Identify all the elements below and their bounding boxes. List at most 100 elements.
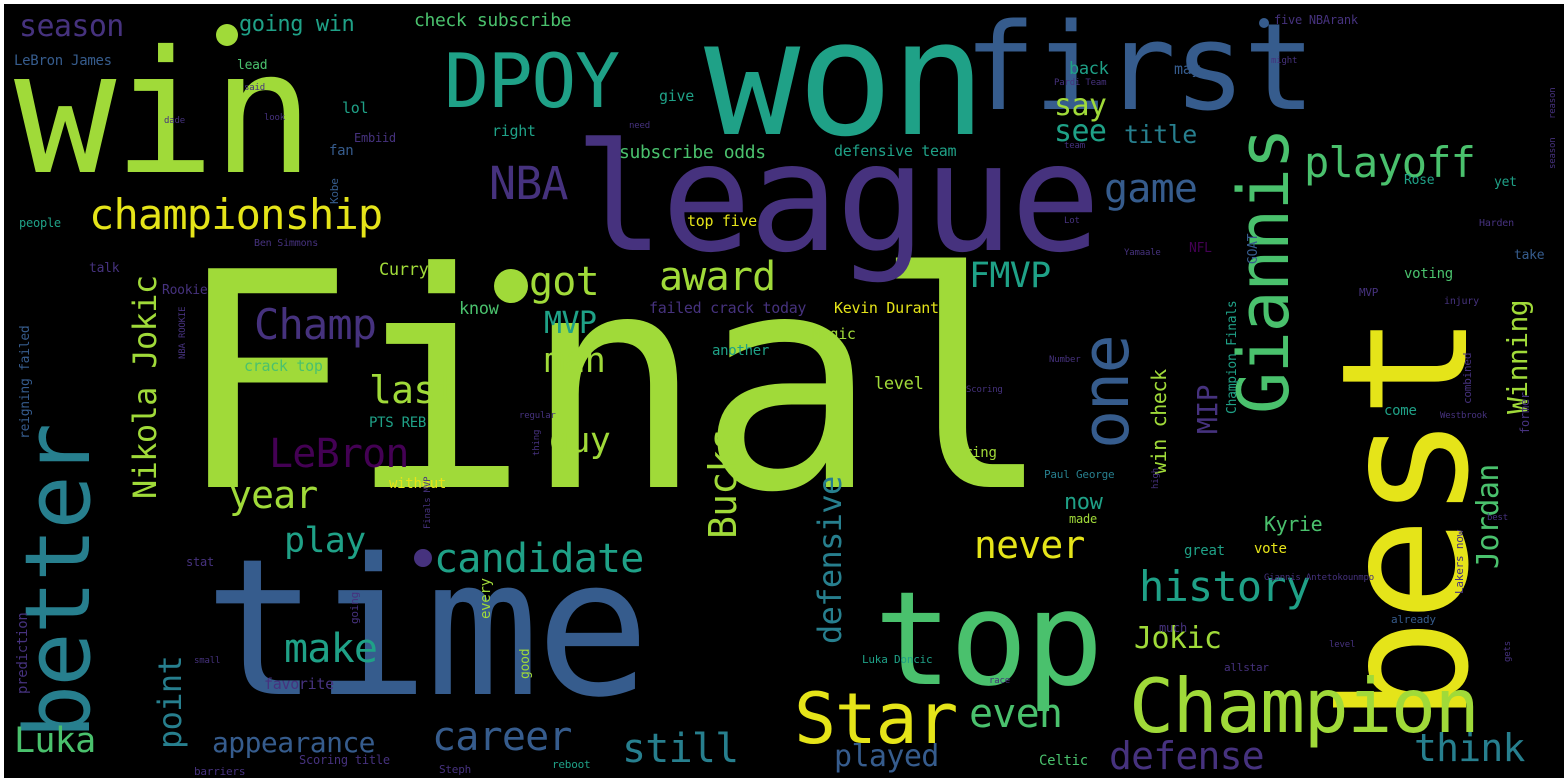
cloud-word: one xyxy=(1069,335,1144,450)
cloud-word: check subscribe xyxy=(414,10,572,31)
cloud-word: year xyxy=(229,473,318,517)
cloud-word: candidate xyxy=(434,536,644,582)
cloud-word: Celtic xyxy=(1039,753,1088,769)
cloud-word: crack top xyxy=(244,357,323,375)
cloud-word: MVP xyxy=(1359,286,1379,299)
cloud-dot xyxy=(216,24,238,46)
cloud-word: Magic xyxy=(812,325,856,343)
cloud-word: NBA xyxy=(489,157,568,210)
cloud-word: barriers xyxy=(194,765,246,778)
cloud-word: gets xyxy=(1503,641,1513,662)
cloud-word: level xyxy=(874,374,924,394)
cloud-word: win check xyxy=(1147,369,1171,474)
cloud-word: title xyxy=(1124,120,1197,149)
cloud-word: Steph xyxy=(439,763,472,776)
cloud-word: level xyxy=(1329,640,1356,650)
cloud-word: Nikola Jokic xyxy=(126,275,164,499)
cloud-word: take xyxy=(1514,248,1545,263)
cloud-word: made xyxy=(1069,512,1097,526)
cloud-word: Scoring xyxy=(966,385,1003,395)
cloud-word: PTS REB xyxy=(369,415,427,431)
cloud-word: DPOY xyxy=(444,37,620,125)
cloud-word: top five xyxy=(687,212,757,230)
cloud-word: Final xyxy=(174,209,1053,558)
cloud-word: need xyxy=(629,121,650,131)
cloud-word: reason xyxy=(1548,87,1558,119)
cloud-word: win xyxy=(14,15,314,213)
word-cloud: Final time win won league first best top Champio… xyxy=(4,4,1564,778)
cloud-word: Embiid xyxy=(354,131,396,145)
cloud-word: Harden xyxy=(1479,218,1514,229)
cloud-word: much xyxy=(1159,621,1187,635)
cloud-word: make xyxy=(284,626,378,672)
cloud-word: Westbrook xyxy=(1440,411,1488,421)
cloud-word: combined xyxy=(1461,352,1474,404)
cloud-word: every xyxy=(478,578,494,619)
cloud-word: reigning failed xyxy=(18,325,33,440)
cloud-word: look xyxy=(264,113,285,123)
cloud-word: even xyxy=(969,691,1063,737)
cloud-word: might xyxy=(1271,56,1298,66)
cloud-dot xyxy=(414,549,432,567)
cloud-word: without xyxy=(389,476,447,492)
cloud-word: now xyxy=(1064,490,1103,515)
cloud-word: Bucks xyxy=(701,428,745,539)
cloud-word: league xyxy=(574,112,1101,286)
cloud-word: former xyxy=(1518,392,1532,434)
cloud-word: think xyxy=(1414,726,1525,770)
cloud-word: Luka xyxy=(14,721,96,761)
cloud-word: regular xyxy=(519,411,556,421)
cloud-word: know xyxy=(459,299,499,319)
cloud-word: best xyxy=(1487,513,1508,523)
cloud-word: GOAT xyxy=(1246,233,1261,264)
cloud-word: history xyxy=(1139,562,1311,611)
cloud-word: Kyrie xyxy=(1264,512,1323,536)
cloud-dot xyxy=(1259,18,1269,28)
cloud-word: NBA ROOKIE xyxy=(178,306,188,359)
cloud-word: Rookie xyxy=(162,283,208,298)
cloud-word: five NBArank xyxy=(1274,13,1358,27)
cloud-word: said xyxy=(244,83,265,93)
cloud-word: talk xyxy=(89,261,120,276)
cloud-word: career xyxy=(432,714,573,760)
cloud-word: Scoring title xyxy=(299,753,390,767)
cloud-word: right xyxy=(492,122,536,140)
cloud-word: yet xyxy=(1494,175,1517,190)
cloud-word: high xyxy=(1151,468,1161,489)
cloud-word: defensive xyxy=(811,476,849,644)
cloud-word: stat xyxy=(186,555,214,569)
cloud-word: Yamaale xyxy=(1124,248,1161,258)
cloud-word: Champion Finals xyxy=(1225,300,1240,415)
cloud-word: game xyxy=(1104,166,1198,212)
cloud-word: small xyxy=(194,656,221,666)
cloud-word: won xyxy=(704,4,987,172)
cloud-word: failed crack today xyxy=(649,299,807,317)
cloud-word: award xyxy=(659,254,776,300)
cloud-word: ring xyxy=(964,445,997,461)
cloud-word: going win xyxy=(239,12,355,37)
cloud-word: see xyxy=(1054,114,1107,149)
cloud-word: race xyxy=(989,676,1010,686)
cloud-word: playoff xyxy=(1304,138,1476,187)
cloud-word: Luka Doncic xyxy=(862,653,933,666)
cloud-word: good xyxy=(518,648,533,679)
cloud-word: Giannis Antetokounmpo xyxy=(1264,573,1375,583)
cloud-word: already xyxy=(1391,613,1436,626)
cloud-word: first xyxy=(964,4,1316,138)
cloud-word: favorite xyxy=(264,675,334,693)
cloud-word: guy xyxy=(549,421,611,461)
cloud-word: defensive team xyxy=(834,142,957,160)
cloud-word: championship xyxy=(89,190,383,239)
cloud-word: Number xyxy=(1049,355,1081,365)
cloud-word: got xyxy=(529,259,600,305)
cloud-word: lol xyxy=(342,99,369,117)
cloud-word: played xyxy=(834,739,939,774)
cloud-word: defense xyxy=(1109,734,1265,778)
cloud-word: NFL xyxy=(1189,241,1212,256)
cloud-word: LeBron James xyxy=(14,53,112,69)
cloud-word: Champ xyxy=(254,300,377,349)
cloud-word: thing xyxy=(532,429,542,456)
cloud-word: Paul George xyxy=(1044,468,1115,481)
cloud-word: Ben Simmons xyxy=(254,238,319,249)
cloud-word: top xyxy=(874,563,1104,715)
